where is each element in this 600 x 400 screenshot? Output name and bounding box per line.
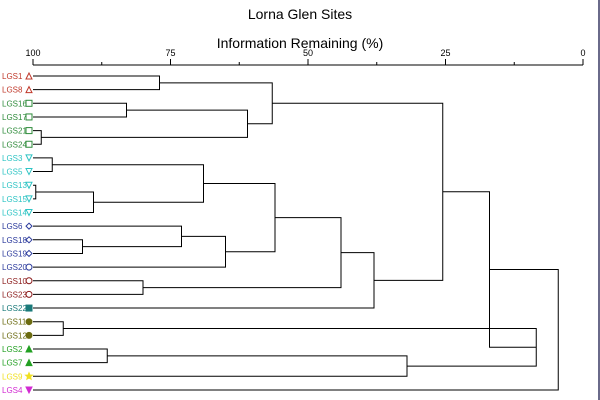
leaf-marker-lgs15 — [25, 195, 33, 203]
window-frame-edge — [598, 0, 600, 400]
leaf-label-lgs18: LGS18 — [2, 236, 27, 245]
leaf-label-lgs21: LGS21 — [2, 127, 27, 136]
branch-m — [33, 235, 226, 268]
leaf-label-lgs19: LGS19 — [2, 249, 27, 258]
leaf-marker-lgs21 — [25, 127, 33, 135]
leaf-marker-lgs4 — [25, 386, 33, 395]
leaf-marker-lgs22 — [25, 304, 33, 312]
leaf-marker-lgs9 — [24, 371, 34, 381]
branch-n — [203, 182, 276, 253]
x-tick-label: 25 — [440, 48, 450, 58]
leaf-label-lgs20: LGS20 — [2, 263, 27, 272]
branch-e — [159, 82, 273, 125]
leaf-marker-lgs3 — [25, 154, 33, 163]
branch-j — [33, 239, 83, 254]
leaf-label-lgs24: LGS24 — [2, 140, 27, 149]
leaf-marker-lgs1 — [25, 71, 33, 80]
leaf-label-lgs1: LGS1 — [2, 72, 23, 81]
leaf-marker-lgs16 — [25, 99, 33, 107]
leaf-label-lgs6: LGS6 — [2, 222, 23, 231]
leaf-label-lgs14: LGS14 — [2, 209, 27, 218]
leaf-marker-lgs6 — [25, 222, 33, 230]
leaf-label-lgs3: LGS3 — [2, 154, 23, 163]
leaf-label-lgs23: LGS23 — [2, 290, 27, 299]
branch-a — [33, 75, 160, 91]
leaf-marker-lgs17 — [25, 113, 33, 121]
branch-b — [33, 102, 127, 118]
branch-v — [63, 328, 537, 367]
leaf-label-lgs8: LGS8 — [2, 86, 23, 95]
leaf-label-lgs12: LGS12 — [2, 331, 27, 340]
leaf-label-lgs7: LGS7 — [2, 359, 23, 368]
leaf-label-lgs22: LGS22 — [2, 304, 27, 313]
leaf-label-lgs10: LGS10 — [2, 277, 27, 286]
leaf-marker-lgs11 — [25, 318, 33, 326]
leaf-marker-lgs7 — [25, 358, 33, 367]
branch-d — [41, 109, 248, 138]
leaf-label-lgs11: LGS11 — [2, 318, 27, 327]
branch-r — [272, 102, 444, 281]
leaf-marker-lgs12 — [25, 331, 33, 339]
leaf-label-lgs2: LGS2 — [2, 345, 23, 354]
branch-i — [52, 164, 204, 203]
leaf-label-lgs13: LGS13 — [2, 181, 27, 190]
branch-c — [33, 130, 42, 145]
branch-k — [33, 225, 182, 248]
x-tick-label: 50 — [303, 48, 313, 58]
x-tick-label: 0 — [580, 48, 585, 58]
branch-o — [33, 280, 144, 295]
leaf-marker-lgs14 — [25, 209, 33, 217]
branch-p — [143, 217, 342, 289]
branch-g — [33, 184, 37, 200]
x-axis-ticks: 100 75 50 25 0 — [25, 48, 586, 65]
leaf-label-lgs15: LGS15 — [2, 195, 27, 204]
leaf-marker-lgs23 — [25, 290, 33, 298]
branch-u — [33, 355, 408, 377]
branch-s — [33, 321, 64, 336]
branch-h — [33, 191, 94, 213]
x-tick-label: 100 — [25, 48, 40, 58]
leaf-marker-lgs20 — [25, 263, 33, 271]
leaf-marker-lgs10 — [25, 277, 33, 285]
leaf-labels: LGS1 LGS8 LGS16 LGS17 LGS21 LGS24 LGS3 LGS5 LGS1… — [2, 71, 34, 395]
leaf-marker-lgs19 — [25, 249, 33, 258]
leaf-label-lgs4: LGS4 — [2, 386, 23, 395]
leaf-marker-lgs18 — [25, 236, 33, 244]
leaf-label-lgs5: LGS5 — [2, 168, 23, 177]
leaf-marker-lgs5 — [25, 168, 33, 176]
x-axis-title: Information Remaining (%) — [217, 35, 384, 51]
leaf-marker-lgs13 — [25, 181, 33, 190]
branch-t — [33, 348, 108, 364]
leaf-marker-lgs24 — [25, 140, 33, 148]
branch-x — [33, 269, 559, 391]
branch-f — [33, 157, 53, 173]
chart-title: Lorna Glen Sites — [248, 6, 352, 22]
dendrogram-branches — [33, 75, 559, 391]
leaf-label-lgs17: LGS17 — [2, 113, 27, 122]
x-tick-label: 75 — [165, 48, 175, 58]
leaf-label-lgs16: LGS16 — [2, 99, 27, 108]
leaf-marker-lgs2 — [25, 344, 33, 353]
leaf-marker-lgs8 — [25, 85, 33, 94]
leaf-label-lgs9: LGS9 — [2, 372, 23, 381]
